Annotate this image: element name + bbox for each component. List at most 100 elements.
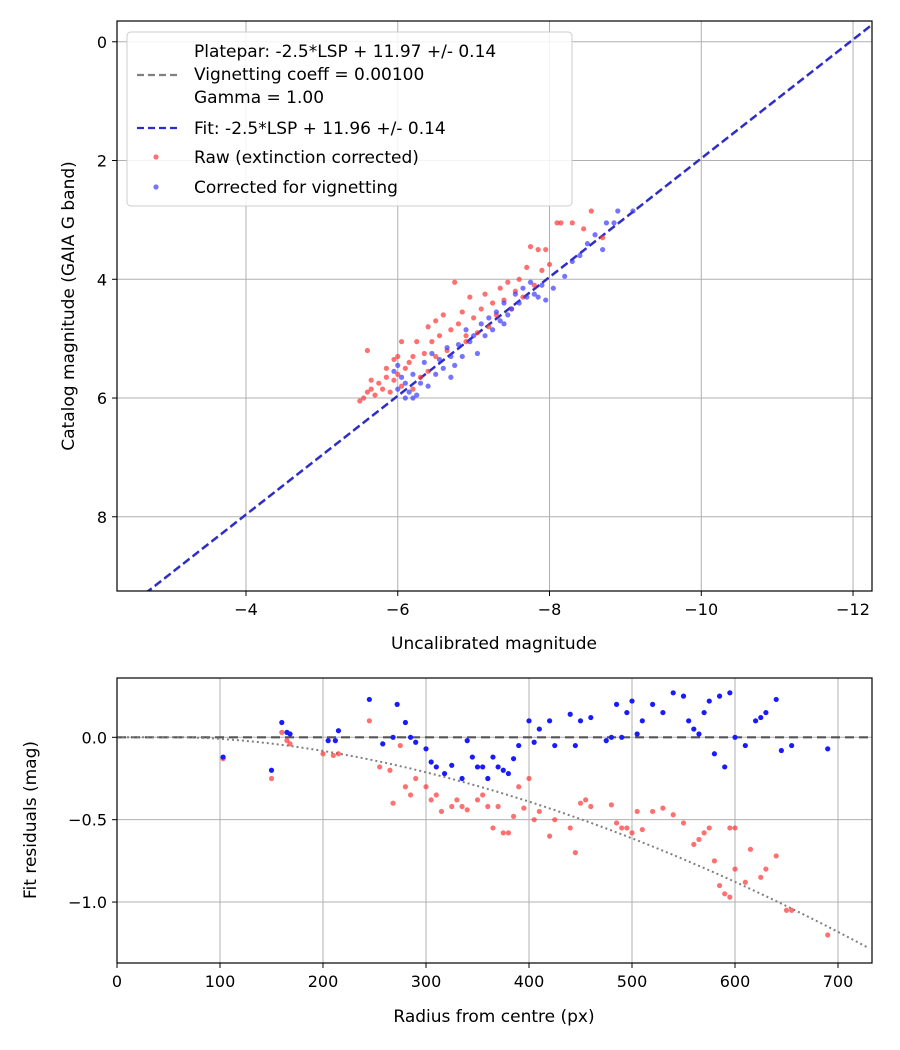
bottom-scatter-points — [220, 690, 831, 938]
bottom-data-point — [577, 718, 584, 724]
bottom-data-point — [552, 742, 558, 749]
legend-raw-marker — [153, 154, 159, 160]
top-data-point — [581, 226, 587, 232]
top-x-tick-label: −4 — [234, 600, 258, 619]
top-data-point — [395, 353, 401, 360]
bottom-data-point — [650, 808, 656, 815]
bottom-data-point — [732, 825, 738, 831]
bottom-data-point — [742, 742, 748, 749]
top-data-point — [452, 279, 458, 285]
bottom-data-point — [577, 800, 584, 806]
bottom-data-point — [763, 866, 769, 872]
bottom-y-tick-label: 0.0 — [82, 728, 107, 747]
top-data-point — [474, 350, 481, 357]
top-data-point — [433, 371, 439, 377]
top-y-tick-label: 6 — [97, 389, 107, 408]
top-data-point — [410, 386, 416, 392]
top-data-point — [463, 327, 469, 333]
top-data-point — [493, 309, 499, 315]
bottom-data-point — [639, 718, 645, 724]
top-data-point — [562, 273, 568, 279]
bottom-data-point — [572, 742, 578, 749]
top-data-point — [391, 356, 397, 363]
top-data-point — [471, 315, 477, 321]
top-data-point — [467, 339, 473, 345]
bottom-data-point — [480, 792, 486, 798]
top-x-tick-label: −6 — [386, 600, 410, 619]
bottom-data-point — [495, 764, 501, 770]
top-data-point — [588, 208, 594, 214]
top-data-point — [592, 232, 598, 238]
legend-platepar-line3: Gamma = 1.00 — [194, 88, 324, 108]
bottom-data-point — [284, 738, 290, 744]
legend-corrected-marker — [153, 184, 159, 190]
top-data-point — [421, 359, 427, 366]
top-data-point — [433, 318, 439, 324]
bottom-data-point — [619, 825, 625, 831]
bottom-data-point — [758, 714, 764, 721]
bottom-data-point — [377, 764, 383, 770]
bottom-x-tick-label: 300 — [411, 972, 442, 991]
top-data-point — [550, 285, 556, 291]
top-data-point — [444, 344, 450, 351]
top-data-point — [395, 386, 401, 392]
bottom-data-point — [650, 701, 656, 707]
bottom-data-point — [335, 751, 342, 757]
top-y-tick-label: 2 — [97, 152, 107, 171]
bottom-data-point — [660, 805, 666, 811]
bottom-data-point — [402, 784, 409, 790]
top-data-point — [417, 374, 424, 380]
bottom-data-point — [407, 734, 414, 740]
bottom-data-point — [335, 728, 342, 734]
top-data-point — [482, 333, 488, 339]
bottom-data-point — [588, 803, 594, 810]
calibration-plot: −4 −6 −8 −10 −12 0 2 4 6 8 Uncalibrated magnitud… — [59, 20, 873, 654]
bottom-data-point — [624, 825, 630, 831]
bottom-y-ticks: 0.0 −0.5 −1.0 — [68, 728, 117, 912]
top-data-point — [501, 321, 507, 327]
top-data-point — [440, 312, 446, 318]
bottom-data-point — [474, 797, 481, 803]
top-data-point — [527, 244, 534, 250]
top-data-point — [505, 279, 511, 285]
top-data-point — [398, 339, 405, 345]
bottom-data-point — [330, 752, 336, 759]
top-data-point — [402, 380, 408, 386]
bottom-data-point — [521, 805, 527, 811]
bottom-data-point — [505, 830, 512, 836]
top-data-point — [584, 241, 591, 247]
bottom-data-point — [629, 698, 635, 704]
top-data-point — [478, 306, 484, 312]
bottom-data-point — [480, 764, 486, 770]
top-data-point — [406, 359, 412, 366]
bottom-data-point — [701, 709, 707, 716]
bottom-data-point — [268, 767, 275, 773]
bottom-data-point — [366, 696, 372, 703]
top-data-point — [535, 246, 541, 253]
bottom-data-point — [402, 719, 409, 726]
top-x-tick-label: −8 — [538, 600, 562, 619]
bottom-data-point — [459, 775, 465, 782]
bottom-data-point — [366, 718, 372, 724]
top-data-point — [406, 389, 412, 395]
top-data-point — [600, 246, 606, 253]
bottom-data-point — [459, 803, 465, 810]
legend-corrected-label: Corrected for vignetting — [194, 178, 398, 198]
bottom-data-point — [706, 698, 712, 704]
bottom-data-point — [603, 738, 609, 744]
bottom-data-point — [624, 709, 630, 716]
bottom-data-point — [680, 693, 687, 699]
top-data-point — [467, 294, 473, 300]
bottom-data-point — [634, 731, 640, 737]
bottom-data-point — [428, 797, 434, 803]
top-data-point — [398, 383, 405, 389]
top-data-point — [505, 312, 511, 318]
top-data-point — [459, 309, 465, 315]
bottom-data-point — [716, 693, 723, 699]
top-data-point — [520, 285, 526, 291]
top-data-point — [463, 333, 469, 339]
top-data-point — [543, 297, 549, 303]
bottom-x-tick-label: 100 — [205, 972, 236, 991]
top-data-point — [357, 398, 363, 404]
bottom-data-point — [825, 932, 831, 938]
